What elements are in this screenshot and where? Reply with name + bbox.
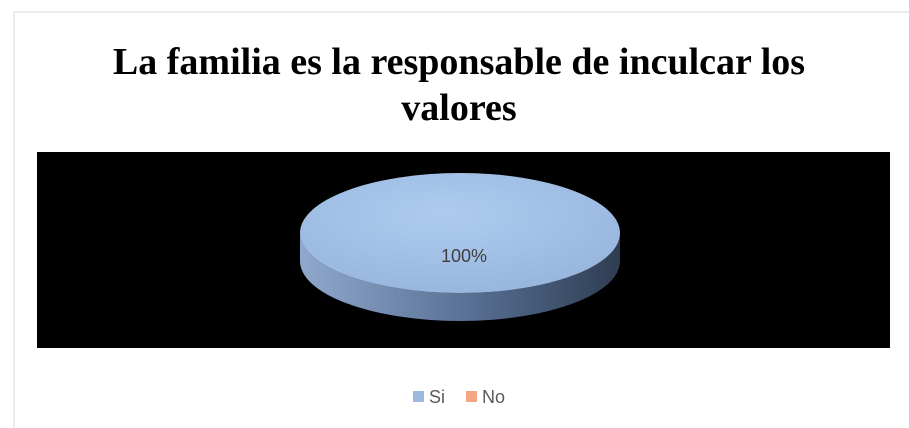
legend-swatch-no <box>466 391 477 402</box>
data-label-si: 100% <box>441 246 487 266</box>
chart-title-line-1: La familia es la responsable de inculcar… <box>113 41 805 83</box>
legend-swatch-si <box>413 391 424 402</box>
chart-title-line-2: valores <box>401 87 516 129</box>
pie-slice-side-si <box>300 233 620 321</box>
legend: Si No <box>413 387 505 407</box>
legend-label-no: No <box>482 387 505 407</box>
legend-label-si: Si <box>429 387 445 407</box>
pie-slice-si <box>300 173 620 293</box>
